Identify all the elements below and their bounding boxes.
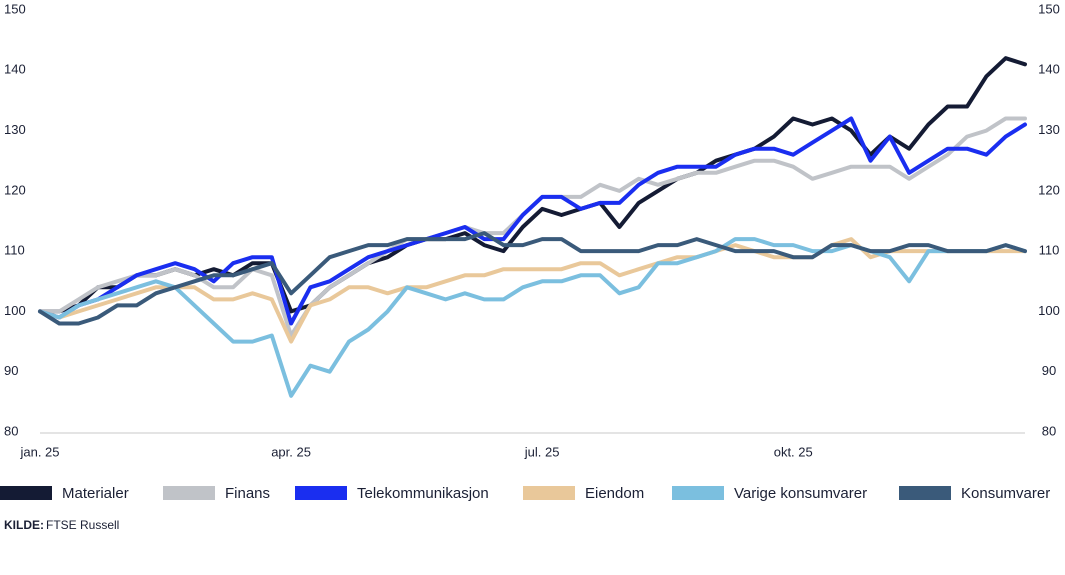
series-line bbox=[38, 237, 1027, 398]
legend-swatch bbox=[163, 486, 215, 500]
y2-tick-label: 130 bbox=[1038, 122, 1060, 137]
y2-tick-label: 90 bbox=[1042, 363, 1056, 378]
legend-label: Materialer bbox=[62, 485, 129, 502]
series-line bbox=[38, 116, 1027, 326]
series-line bbox=[38, 231, 1027, 326]
y2-tick-label: 140 bbox=[1038, 62, 1060, 77]
y-tick-label: 110 bbox=[4, 243, 25, 258]
y2-tick-label: 80 bbox=[1042, 423, 1056, 438]
legend-label: Varige konsumvarer bbox=[734, 485, 867, 502]
y-tick-label: 100 bbox=[4, 303, 26, 318]
legend-swatch bbox=[899, 486, 951, 500]
legend-swatch bbox=[523, 486, 575, 500]
y2-tick-label: 110 bbox=[1039, 243, 1060, 258]
y-tick-label: 120 bbox=[4, 182, 26, 197]
source-label: KILDE: bbox=[4, 518, 44, 532]
x-tick-label: jan. 25 bbox=[19, 444, 59, 459]
y-tick-label: 140 bbox=[4, 62, 26, 77]
legend-label: Finans bbox=[225, 485, 270, 502]
y-tick-label: 130 bbox=[4, 122, 26, 137]
y2-tick-label: 100 bbox=[1038, 303, 1060, 318]
x-tick-label: apr. 25 bbox=[271, 444, 311, 459]
y-tick-label: 150 bbox=[4, 1, 26, 16]
y-tick-label: 90 bbox=[4, 363, 18, 378]
legend-swatch bbox=[295, 486, 347, 500]
legend-label: Eiendom bbox=[585, 485, 644, 502]
legend-swatch bbox=[0, 486, 52, 500]
legend-label: Konsumvarer bbox=[961, 485, 1050, 502]
x-tick-label: jul. 25 bbox=[524, 444, 560, 459]
y2-tick-label: 120 bbox=[1038, 182, 1060, 197]
legend-label: Telekommunikasjon bbox=[357, 485, 489, 502]
y-tick-label: 80 bbox=[4, 423, 18, 438]
source: FTSE Russell bbox=[46, 518, 119, 532]
y2-tick-label: 150 bbox=[1038, 1, 1060, 16]
x-tick-label: okt. 25 bbox=[774, 444, 813, 459]
legend-swatch bbox=[672, 486, 724, 500]
